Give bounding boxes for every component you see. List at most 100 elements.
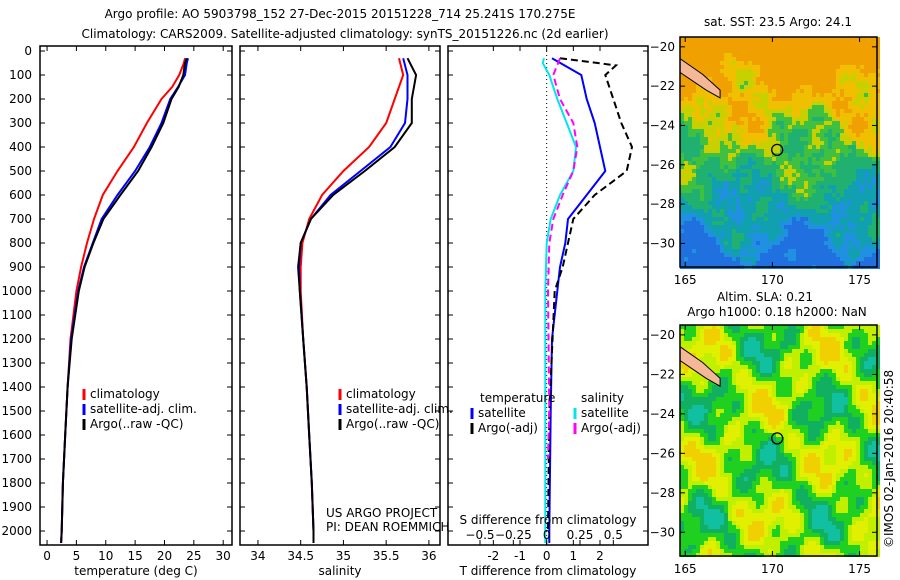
map-cell xyxy=(788,409,792,413)
map-cell xyxy=(700,449,704,453)
map-cell xyxy=(804,253,808,257)
x-tick-label: 0 xyxy=(43,549,51,563)
map-cell xyxy=(764,81,768,85)
map-cell xyxy=(756,441,760,445)
map-cell xyxy=(688,129,692,133)
map-cell xyxy=(780,457,784,461)
map-cell xyxy=(756,401,760,405)
map-cell xyxy=(804,353,808,357)
map-cell xyxy=(740,217,744,221)
map-cell xyxy=(800,365,804,369)
map-cell xyxy=(872,157,876,161)
map-cell xyxy=(872,153,876,157)
map-cell xyxy=(748,353,752,357)
map-cell xyxy=(804,81,808,85)
map-cell xyxy=(872,105,876,109)
map-cell xyxy=(772,201,776,205)
map-cell xyxy=(820,225,824,229)
map-cell xyxy=(744,189,748,193)
map-cell xyxy=(736,41,740,45)
map-cell xyxy=(748,209,752,213)
map-cell xyxy=(852,205,856,209)
map-cell xyxy=(708,181,712,185)
map-cell xyxy=(684,85,688,89)
map-cell xyxy=(744,69,748,73)
map-cell xyxy=(700,249,704,253)
map-cell xyxy=(868,225,872,229)
figure-canvas: Argo profile: AO 5903798_152 27-Dec-2015… xyxy=(0,0,900,580)
map-cell xyxy=(756,533,760,537)
map-cell xyxy=(684,157,688,161)
map-cell xyxy=(780,529,784,533)
map-cell xyxy=(744,105,748,109)
map-cell xyxy=(868,137,872,141)
map-cell xyxy=(844,117,848,121)
map-cell xyxy=(796,229,800,233)
map-cell xyxy=(696,249,700,253)
map-cell xyxy=(792,529,796,533)
map-cell xyxy=(692,513,696,517)
map-cell xyxy=(776,529,780,533)
map-cell xyxy=(732,189,736,193)
map-cell xyxy=(808,97,812,101)
map-cell xyxy=(868,241,872,245)
map-cell xyxy=(732,197,736,201)
map-cell xyxy=(684,181,688,185)
map-cell xyxy=(736,185,740,189)
map-cell xyxy=(704,441,708,445)
map-cell xyxy=(724,513,728,517)
map-cell xyxy=(804,365,808,369)
map-cell xyxy=(692,493,696,497)
map-cell xyxy=(700,49,704,53)
map-cell xyxy=(744,485,748,489)
map-cell xyxy=(768,209,772,213)
map-cell xyxy=(700,393,704,397)
map-cell xyxy=(816,253,820,257)
map-cell xyxy=(856,121,860,125)
map-cell xyxy=(868,249,872,253)
map-cell xyxy=(784,209,788,213)
map-cell xyxy=(732,61,736,65)
map-cell xyxy=(796,97,800,101)
map-cell xyxy=(844,261,848,265)
map-cell xyxy=(752,189,756,193)
map-cell xyxy=(696,453,700,457)
map-cell xyxy=(724,197,728,201)
map-cell xyxy=(784,237,788,241)
map-cell xyxy=(684,141,688,145)
map-cell xyxy=(852,201,856,205)
map-cell xyxy=(744,425,748,429)
map-cell xyxy=(688,329,692,333)
map-cell xyxy=(756,329,760,333)
map-cell xyxy=(684,377,688,381)
map-cell xyxy=(844,173,848,177)
map-cell xyxy=(692,533,696,537)
map-cell xyxy=(820,233,824,237)
map-cell xyxy=(776,65,780,69)
map-cell xyxy=(684,441,688,445)
map-cell xyxy=(832,173,836,177)
map-cell xyxy=(752,417,756,421)
map-cell xyxy=(764,405,768,409)
map-cell xyxy=(804,181,808,185)
map-cell xyxy=(748,81,752,85)
map-cell xyxy=(756,373,760,377)
map-cell xyxy=(764,529,768,533)
map-cell xyxy=(748,157,752,161)
map-cell xyxy=(744,181,748,185)
map-cell xyxy=(704,121,708,125)
map-cell xyxy=(708,245,712,249)
map-cell xyxy=(756,377,760,381)
map-cell xyxy=(812,137,816,141)
map-cell xyxy=(792,129,796,133)
map-cell xyxy=(740,61,744,65)
map-cell xyxy=(768,197,772,201)
map-cell xyxy=(708,425,712,429)
map-cell xyxy=(744,241,748,245)
map-cell xyxy=(700,45,704,49)
map-cell xyxy=(732,353,736,357)
map-cell xyxy=(716,333,720,337)
map-cell xyxy=(776,97,780,101)
map-cell xyxy=(700,201,704,205)
map-cell xyxy=(772,533,776,537)
